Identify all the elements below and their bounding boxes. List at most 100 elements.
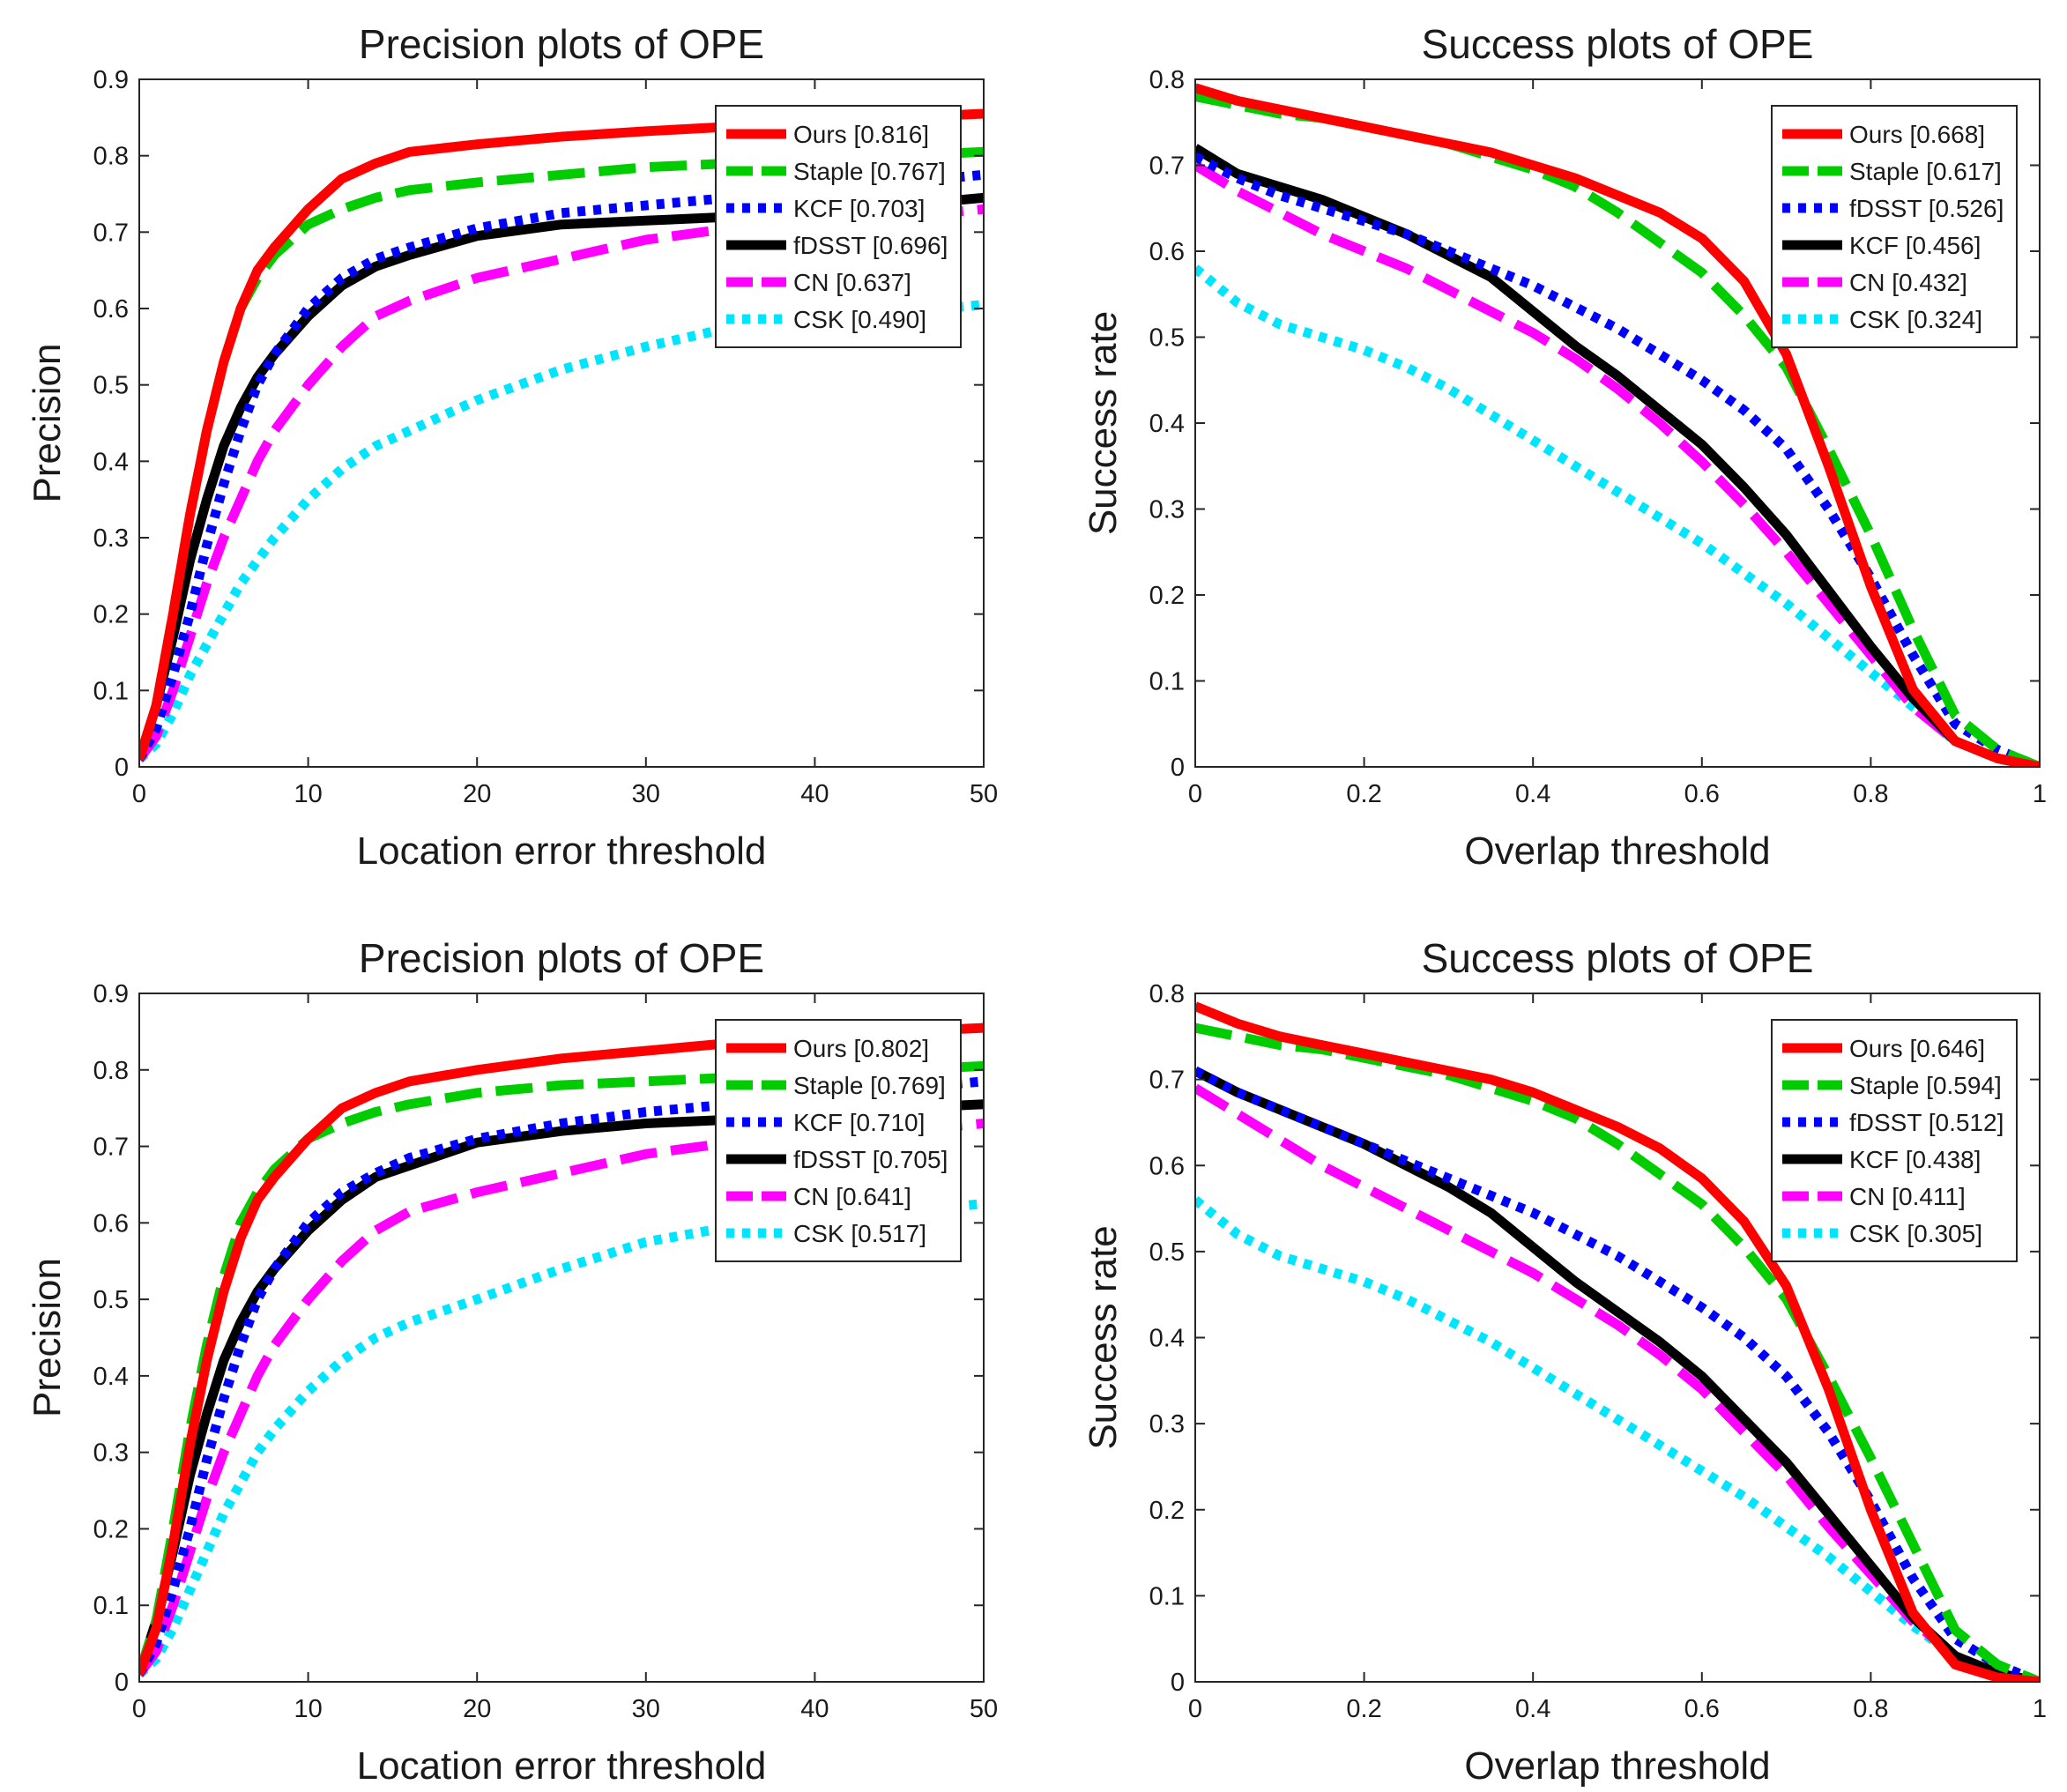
series-line-3 <box>1195 152 2040 767</box>
legend: Ours [0.646] Staple [0.594] fDSST [0.512] K… <box>1771 1019 2018 1262</box>
series-group <box>1195 83 2040 767</box>
chart-title: Precision plots of OPE <box>359 21 764 67</box>
series-line-3 <box>139 169 984 762</box>
series-line-6 <box>139 1199 984 1678</box>
x-tick-label: 0.6 <box>1684 1695 1720 1723</box>
legend-entry: Ours [0.646] <box>1849 1035 1985 1062</box>
series-line-1 <box>1195 1001 2040 1682</box>
legend-entry: Staple [0.769] <box>793 1072 946 1099</box>
legend: Ours [0.816] Staple [0.767] KCF [0.703] fDS… <box>715 105 962 348</box>
x-tick-label: 0.6 <box>1684 780 1720 808</box>
legend-entry: fDSST [0.512] <box>1849 1109 2004 1136</box>
y-tick-label: 0.2 <box>1149 1497 1185 1525</box>
x-tick-label: 50 <box>970 780 998 808</box>
legend-entry: CSK [0.324] <box>1849 306 1982 333</box>
x-tick-label: 0 <box>132 780 146 808</box>
legend-entry: CN [0.411] <box>1849 1183 1966 1210</box>
legend-entry: Ours [0.668] <box>1849 121 1985 148</box>
y-tick-label: 0.6 <box>93 1209 129 1238</box>
legend-entry: fDSST [0.696] <box>793 232 948 259</box>
x-tick-label: 0.4 <box>1515 780 1550 808</box>
series-line-4 <box>1195 1066 2040 1682</box>
legend-box <box>715 105 962 348</box>
legend-entry: Staple [0.617] <box>1849 158 2002 185</box>
x-tick-label: 40 <box>800 780 829 808</box>
series-line-3 <box>139 1076 984 1677</box>
y-tick-label: 0.1 <box>1149 1582 1185 1610</box>
y-tick-label: 0.9 <box>93 980 129 1008</box>
x-tick-label: 30 <box>632 1695 660 1723</box>
legend-entry: CSK [0.490] <box>793 306 926 333</box>
y-tick-label: 0.3 <box>1149 496 1185 524</box>
x-tick-label: 0 <box>1188 1695 1202 1723</box>
y-tick-label: 0.3 <box>93 524 129 553</box>
y-axis-label: Precision <box>26 1258 69 1417</box>
series-line-2 <box>1195 92 2040 767</box>
legend-entry: Staple [0.767] <box>793 158 946 185</box>
x-axis-label: Location error threshold <box>357 1744 767 1788</box>
series-line-3 <box>1195 1066 2040 1682</box>
x-tick-label: 0.4 <box>1515 1695 1550 1723</box>
legend-entry: KCF [0.438] <box>1849 1146 1981 1173</box>
x-tick-label: 0.8 <box>1853 780 1888 808</box>
y-tick-label: 0.5 <box>1149 1238 1185 1267</box>
series-line-4 <box>1195 144 2040 767</box>
x-tick-label: 0.8 <box>1853 1695 1888 1723</box>
x-tick-label: 1 <box>2033 1695 2047 1723</box>
legend-entry: fDSST [0.705] <box>793 1146 948 1173</box>
x-axis-label: Overlap threshold <box>1464 1744 1770 1788</box>
x-tick-label: 0 <box>1188 780 1202 808</box>
x-tick-label: 1 <box>2033 780 2047 808</box>
y-tick-label: 0.5 <box>93 372 129 400</box>
legend-box <box>715 1019 962 1262</box>
chart-panel-4: 0 0.2 0.4 0.6 0.8 1 0 0.1 0.2 0.3 0.4 0.5 0.6 0.7 0.8 S… <box>1082 935 2047 1788</box>
y-tick-label: 0.7 <box>1149 152 1185 181</box>
series-line-5 <box>139 1119 984 1677</box>
legend-entry: Ours [0.802] <box>793 1035 929 1062</box>
y-tick-label: 0.6 <box>1149 238 1185 266</box>
legend-entry: Staple [0.594] <box>1849 1072 2002 1099</box>
y-tick-label: 0.7 <box>93 219 129 247</box>
x-tick-label: 0 <box>132 1695 146 1723</box>
x-tick-label: 30 <box>632 780 660 808</box>
y-tick-label: 0.4 <box>1149 410 1185 438</box>
chart-panel-1: 0 10 20 30 40 50 0 0.1 0.2 0.3 0.4 0.5 0.6 0.7 0.8 0.9 P… <box>26 21 998 873</box>
y-tick-label: 0.2 <box>93 601 129 629</box>
y-tick-label: 0.1 <box>93 677 129 705</box>
legend-entry: CSK [0.517] <box>793 1220 926 1247</box>
legend-entry: KCF [0.456] <box>1849 232 1981 259</box>
y-axis-label: Success rate <box>1082 311 1125 535</box>
chart-title: Precision plots of OPE <box>359 935 764 981</box>
chart-panel-3: 0 10 20 30 40 50 0 0.1 0.2 0.3 0.4 0.5 0.6 0.7 0.8 0.9 P… <box>26 935 998 1788</box>
series-group <box>1195 1001 2040 1682</box>
legend: Ours [0.668] Staple [0.617] fDSST [0.526] K… <box>1771 105 2018 348</box>
x-tick-label: 0.2 <box>1346 1695 1381 1723</box>
y-tick-label: 0.8 <box>93 1057 129 1085</box>
y-tick-label: 0.2 <box>1149 582 1185 610</box>
y-tick-label: 0.9 <box>93 66 129 94</box>
y-tick-label: 0 <box>1171 1669 1185 1697</box>
y-tick-label: 0.8 <box>1149 980 1185 1008</box>
y-tick-label: 0.1 <box>1149 668 1185 696</box>
y-tick-label: 0.4 <box>93 1363 129 1391</box>
series-line-5 <box>1195 160 2040 767</box>
legend: Ours [0.802] Staple [0.769] KCF [0.710] fDS… <box>715 1019 962 1262</box>
y-tick-label: 0.8 <box>1149 66 1185 94</box>
y-tick-label: 0.8 <box>93 143 129 171</box>
x-tick-label: 10 <box>294 780 322 808</box>
legend-entry: KCF [0.710] <box>793 1109 925 1136</box>
y-axis-label: Success rate <box>1082 1225 1125 1449</box>
x-axis-label: Location error threshold <box>357 829 767 873</box>
x-axis-label: Overlap threshold <box>1464 829 1770 873</box>
legend-box <box>1771 105 2018 348</box>
x-tick-label: 20 <box>463 780 491 808</box>
y-tick-label: 0.5 <box>93 1286 129 1314</box>
chart-title: Success plots of OPE <box>1422 21 1814 67</box>
axes-box <box>138 78 985 768</box>
chart-panel-2: 0 0.2 0.4 0.6 0.8 1 0 0.1 0.2 0.3 0.4 0.5 0.6 0.7 0.8 S… <box>1082 21 2047 873</box>
legend-entry: CSK [0.305] <box>1849 1220 1982 1247</box>
y-tick-label: 0.3 <box>93 1439 129 1468</box>
y-tick-label: 0 <box>115 754 129 782</box>
series-line-6 <box>139 300 984 763</box>
